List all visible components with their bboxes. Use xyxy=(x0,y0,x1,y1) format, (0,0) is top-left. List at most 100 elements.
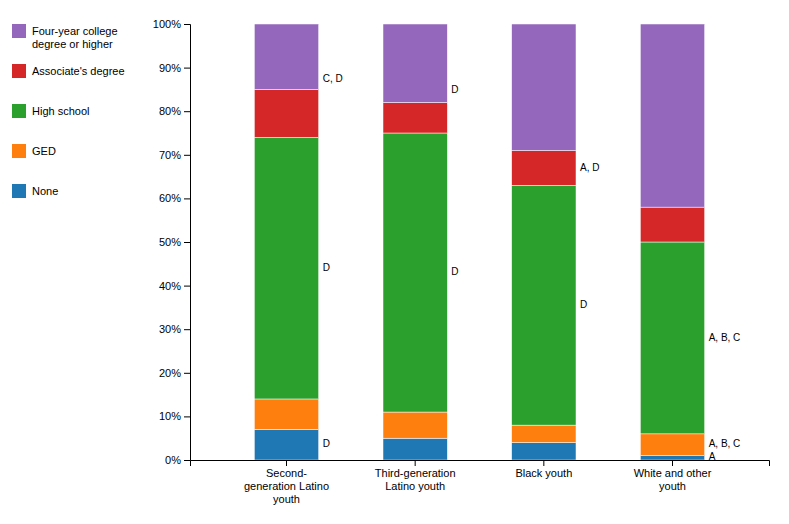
chart: 0% 10% 20% 30% 40% 50% 60% 70% 80% 90% 100% Second-… xyxy=(0,0,789,524)
tick: Black youth xyxy=(515,460,572,479)
bar-segment xyxy=(383,438,447,460)
tick-label: 20% xyxy=(159,367,181,379)
tick-label: White and otheryouth xyxy=(634,467,712,492)
bar-segment xyxy=(254,89,318,137)
bar-segment xyxy=(640,207,704,242)
tick: Second-generation Latinoyouth xyxy=(244,460,329,505)
tick: White and otheryouth xyxy=(634,460,712,492)
legend-item: Associate's degree xyxy=(12,64,125,78)
legend-label: GED xyxy=(32,145,56,157)
bar-segment xyxy=(640,456,704,460)
bar-segment xyxy=(254,399,318,430)
tick-label: 90% xyxy=(159,62,181,74)
tick: 90% xyxy=(159,62,190,74)
tick-label: 100% xyxy=(153,18,181,30)
annotation: D xyxy=(580,299,587,310)
bar-segment xyxy=(383,133,447,412)
annotation: A xyxy=(709,451,716,462)
axis-line xyxy=(191,461,770,467)
tick-mark xyxy=(415,460,416,466)
bar-segment xyxy=(512,425,576,442)
tick-mark xyxy=(184,416,190,417)
annotations: D D C, D D D D A, D A A, B, C A, B, C xyxy=(323,73,741,462)
tick-mark xyxy=(286,460,287,466)
legend-label: Associate's degree xyxy=(32,65,125,77)
tick-mark xyxy=(184,373,190,374)
legend: Four-year collegedegree or higher Associa… xyxy=(12,24,125,198)
legend-swatch xyxy=(12,144,26,158)
tick-mark xyxy=(184,286,190,287)
legend-item: High school xyxy=(12,104,89,118)
legend-swatch xyxy=(12,24,26,38)
axis-line xyxy=(184,25,191,461)
bar-segment xyxy=(254,24,318,89)
legend-label: None xyxy=(32,185,58,197)
tick-label: 40% xyxy=(159,280,181,292)
bar-segment xyxy=(254,429,318,460)
x-axis: Second-generation Latinoyouth Third-gener… xyxy=(191,460,770,505)
plot: 0% 10% 20% 30% 40% 50% 60% 70% 80% 90% 100% Second-… xyxy=(153,18,770,505)
tick-mark xyxy=(184,242,190,243)
bar-segment xyxy=(383,102,447,133)
annotation: D xyxy=(451,84,458,95)
tick: 100% xyxy=(153,18,190,30)
tick-label: 70% xyxy=(159,149,181,161)
tick-mark xyxy=(672,460,673,466)
tick-label-line: White and other xyxy=(634,467,712,479)
bar-segment xyxy=(640,24,704,207)
annotation: A, B, C xyxy=(709,438,741,449)
tick-label-line: generation Latino xyxy=(244,480,329,492)
legend-item: Four-year collegedegree or higher xyxy=(12,24,118,50)
bar-segment xyxy=(254,137,318,399)
tick-mark xyxy=(184,68,190,69)
annotation: C, D xyxy=(323,73,343,84)
tick: 80% xyxy=(159,105,190,117)
legend-label: Four-year collegedegree or higher xyxy=(32,25,118,50)
annotation: D xyxy=(451,266,458,277)
annotation: D xyxy=(323,262,330,273)
tick-label-line: youth xyxy=(659,480,686,492)
y-axis: 0% 10% 20% 30% 40% 50% 60% 70% 80% 90% 100% xyxy=(153,18,191,466)
tick-mark xyxy=(184,198,190,199)
tick-label: 80% xyxy=(159,105,181,117)
tick: 0% xyxy=(165,454,190,466)
tick: 20% xyxy=(159,367,190,379)
tick-label: 0% xyxy=(165,454,181,466)
bar-segment xyxy=(512,185,576,425)
legend-swatch xyxy=(12,184,26,198)
bar-segment xyxy=(512,24,576,150)
bar-segment xyxy=(512,150,576,185)
tick-mark xyxy=(184,460,190,461)
tick: 10% xyxy=(159,410,190,422)
legend-label-line: High school xyxy=(32,105,89,117)
annotation: A, D xyxy=(580,162,599,173)
tick-label-line: Black youth xyxy=(515,467,572,479)
tick-label: 30% xyxy=(159,323,181,335)
legend-label-line: None xyxy=(32,185,58,197)
tick: 60% xyxy=(159,192,190,204)
bar-segment xyxy=(640,434,704,456)
tick: Third-generationLatino youth xyxy=(375,460,456,492)
legend-label-line: degree or higher xyxy=(32,38,113,50)
annotation: A, B, C xyxy=(709,332,741,343)
tick-label-line: youth xyxy=(273,493,300,505)
tick-mark xyxy=(184,155,190,156)
tick: 40% xyxy=(159,280,190,292)
tick-mark xyxy=(184,329,190,330)
tick: 70% xyxy=(159,149,190,161)
annotation: D xyxy=(323,438,330,449)
tick-label: 10% xyxy=(159,410,181,422)
bars xyxy=(254,24,704,460)
tick: 50% xyxy=(159,236,190,248)
legend-item: None xyxy=(12,184,58,198)
tick-mark xyxy=(184,24,190,25)
tick-label: 50% xyxy=(159,236,181,248)
tick-label: Second-generation Latinoyouth xyxy=(244,467,329,505)
bar-segment xyxy=(383,412,447,438)
legend-label-line: GED xyxy=(32,145,56,157)
series xyxy=(254,399,704,456)
legend-label-line: Four-year college xyxy=(32,25,118,37)
tick-mark xyxy=(184,111,190,112)
legend-label: High school xyxy=(32,105,89,117)
series xyxy=(254,24,704,207)
